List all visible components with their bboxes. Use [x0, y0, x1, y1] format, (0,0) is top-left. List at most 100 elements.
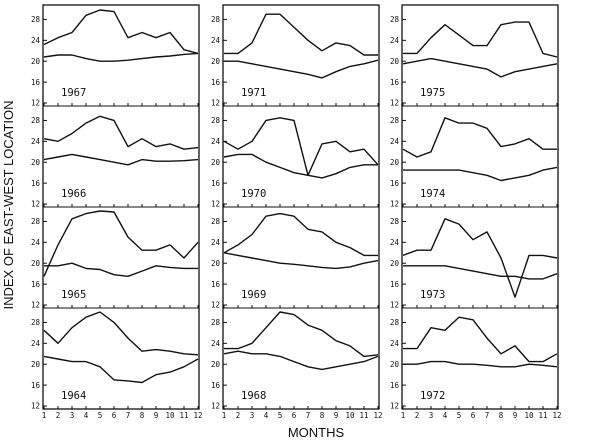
- lower-series-line: [402, 57, 558, 78]
- panel-1973: 12 16 20 24 28 1973: [390, 206, 558, 310]
- y-tick-label: 20: [390, 259, 400, 268]
- y-tick-label: 12: [390, 301, 399, 310]
- upper-series-line: [403, 316, 558, 363]
- y-tick-label: 20: [31, 57, 41, 66]
- panel-year-label: 1965: [61, 289, 86, 301]
- x-tick-label: 12: [552, 411, 561, 420]
- panel-1968: 12 16 20 24 28 1968: [211, 307, 379, 411]
- y-tick-label: 16: [390, 381, 400, 390]
- y-tick-label: 12: [211, 200, 220, 209]
- panel-1972: 12 16 20 24 28 1972: [390, 307, 558, 411]
- x-tick-label: 3: [250, 411, 255, 420]
- lower-series-line: [403, 166, 558, 182]
- panel-year-label: 1964: [61, 390, 86, 402]
- panel-1975: 12 16 20 24 28 1975: [390, 15, 558, 108]
- upper-series-line: [43, 9, 199, 55]
- x-tick-label: 8: [140, 411, 145, 420]
- x-tick-label: 8: [499, 411, 504, 420]
- y-tick-label: 28: [211, 217, 221, 226]
- x-tick-label: 6: [471, 411, 476, 420]
- x-tick-label: 9: [334, 411, 339, 420]
- x-tick-label: 9: [513, 411, 518, 420]
- panel-year-label: 1971: [241, 87, 266, 99]
- y-tick-label: 16: [211, 78, 221, 87]
- lower-series-line: [43, 153, 199, 166]
- y-tick-label: 20: [390, 360, 400, 369]
- x-tick-label: 2: [236, 411, 241, 420]
- y-tick-label: 24: [211, 339, 221, 348]
- upper-series-line: [402, 117, 557, 158]
- x-tick-label: 10: [165, 411, 175, 420]
- lower-series-line: [403, 360, 558, 368]
- y-tick-label: 28: [390, 217, 400, 226]
- x-tick-label: 12: [373, 411, 382, 420]
- x-tick-label: 4: [264, 411, 269, 420]
- y-tick-label: 12: [31, 200, 40, 209]
- panel-1964: 12 16 20 24 28 1964: [31, 307, 199, 411]
- panel-year-label: 1968: [241, 390, 266, 402]
- panel-year-label: 1969: [241, 289, 266, 301]
- y-tick-label: 20: [390, 158, 400, 167]
- y-tick-label: 28: [31, 116, 41, 125]
- x-tick-label: 12: [193, 411, 202, 420]
- panel-1971: 12 16 20 24 28 1971: [211, 13, 379, 108]
- lower-series-line: [223, 252, 379, 270]
- y-tick-label: 24: [390, 36, 400, 45]
- y-tick-label: 20: [211, 360, 221, 369]
- y-tick-label: 28: [390, 318, 400, 327]
- y-tick-label: 20: [211, 158, 221, 167]
- y-tick-label: 12: [390, 99, 399, 108]
- y-tick-label: 16: [390, 280, 400, 289]
- lower-series-line: [223, 350, 379, 371]
- x-tick-label: 6: [292, 411, 297, 420]
- x-tick-label: 11: [538, 411, 547, 420]
- y-tick-label: 28: [390, 15, 400, 24]
- panel-grid: 1216202428196712162024281966121620242819…: [31, 4, 562, 420]
- panel-1965: 12 16 20 24 28 1965: [31, 206, 199, 310]
- x-tick-label: 1: [42, 411, 47, 420]
- y-tick-label: 20: [211, 259, 221, 268]
- y-tick-label: 12: [390, 200, 399, 209]
- y-tick-label: 20: [31, 360, 41, 369]
- x-tick-label: 7: [306, 411, 311, 420]
- x-tick-label: 11: [179, 411, 188, 420]
- y-tick-label: 20: [31, 259, 41, 268]
- x-tick-label: 7: [485, 411, 490, 420]
- x-tick-label: 5: [457, 411, 462, 420]
- y-tick-label: 12: [390, 402, 399, 411]
- panel-1969: 12 16 20 24 28 1969: [211, 206, 379, 310]
- y-tick-label: 16: [31, 381, 41, 390]
- x-tick-label: 8: [320, 411, 325, 420]
- y-tick-label: 20: [211, 57, 221, 66]
- x-tick-label: 4: [84, 411, 89, 420]
- y-tick-label: 24: [211, 238, 221, 247]
- y-tick-label: 24: [31, 137, 41, 146]
- x-tick-label: 2: [56, 411, 61, 420]
- y-tick-label: 12: [211, 402, 220, 411]
- upper-series-line: [403, 21, 558, 58]
- y-tick-label: 12: [31, 301, 40, 310]
- panel-year-label: 1975: [420, 87, 445, 99]
- lower-series-line: [223, 153, 378, 179]
- lower-series-line: [403, 265, 558, 280]
- upper-series-line: [224, 13, 378, 56]
- lower-series-line: [44, 262, 198, 277]
- upper-series-line: [43, 311, 199, 356]
- x-tick-label: 3: [70, 411, 75, 420]
- upper-series-line: [224, 311, 379, 358]
- y-tick-label: 28: [211, 116, 221, 125]
- x-tick-label: 1: [401, 411, 406, 420]
- x-tick-label: 10: [345, 411, 355, 420]
- y-tick-label: 16: [390, 179, 400, 188]
- y-tick-label: 16: [211, 381, 221, 390]
- y-tick-label: 16: [211, 280, 221, 289]
- panel-1974: 12 16 20 24 28 1974: [390, 105, 558, 209]
- panel-year-label: 1970: [241, 188, 266, 200]
- panel-year-label: 1972: [420, 390, 445, 402]
- panel-1966: 12 16 20 24 28 1966: [31, 105, 199, 209]
- y-tick-label: 12: [31, 402, 40, 411]
- x-tick-label: 5: [98, 411, 103, 420]
- y-tick-label: 24: [31, 36, 41, 45]
- y-tick-label: 24: [31, 339, 41, 348]
